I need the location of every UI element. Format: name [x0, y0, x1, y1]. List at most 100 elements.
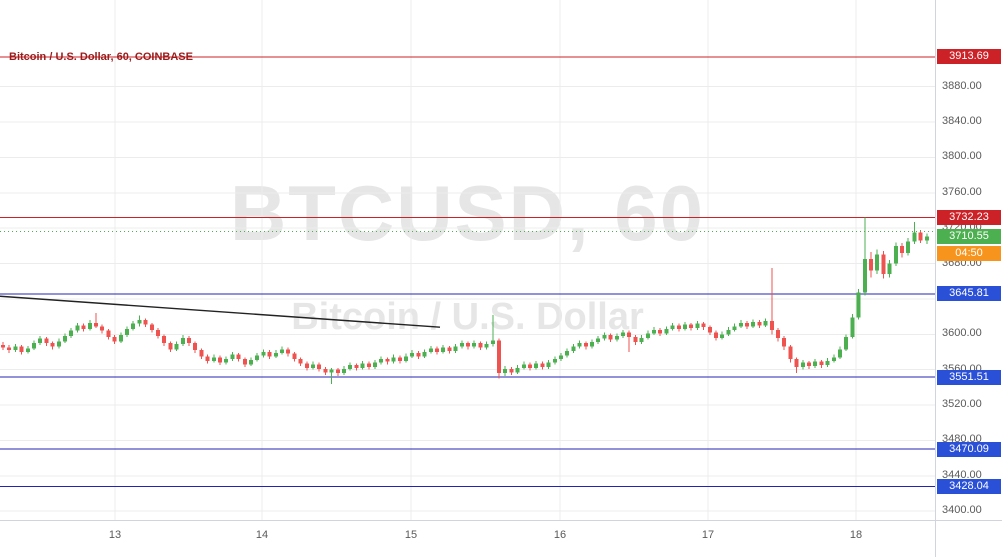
- watermark-name: Bitcoin / U.S. Dollar: [291, 296, 644, 338]
- candle-body: [385, 359, 390, 362]
- candle-body: [552, 359, 557, 363]
- candle-body: [273, 352, 278, 357]
- time-axis[interactable]: 13 14 15 16 17 18: [0, 520, 935, 557]
- candle-body: [670, 325, 675, 329]
- candle-body: [236, 354, 241, 360]
- candle-body: [56, 341, 61, 347]
- candle-body: [366, 363, 371, 368]
- price-axis-label: 3800.00: [942, 150, 982, 163]
- trendline[interactable]: [0, 295, 441, 328]
- candle-body: [906, 241, 911, 253]
- candle-body: [44, 338, 49, 344]
- symbol-legend[interactable]: Bitcoin / U.S. Dollar, 60, COINBASE: [9, 51, 193, 63]
- candle-body: [317, 364, 322, 369]
- candle-body: [50, 343, 55, 347]
- candle-body: [100, 326, 105, 331]
- candle-body: [441, 347, 446, 352]
- candle-body: [881, 254, 886, 275]
- price-level-badge[interactable]: 3645.81: [937, 286, 1001, 302]
- candle-body: [639, 337, 644, 343]
- candle-body: [862, 259, 867, 293]
- price-axis-label: 3880.00: [942, 79, 982, 92]
- candle-body: [435, 348, 439, 352]
- candle-body: [32, 343, 36, 349]
- candle-body: [379, 359, 384, 363]
- candle-body: [360, 363, 365, 368]
- price-level-badge[interactable]: 3428.04: [937, 478, 1001, 494]
- candle-body: [453, 346, 458, 352]
- price-level-badge[interactable]: 3470.09: [937, 441, 1001, 457]
- price-axis-label: 3400.00: [942, 504, 982, 517]
- price-axis-label: 3840.00: [942, 115, 982, 128]
- candle-body: [738, 322, 743, 327]
- candle-body: [540, 363, 545, 368]
- candle-body: [230, 354, 235, 360]
- candle-body: [900, 245, 904, 253]
- candle-body: [261, 351, 266, 356]
- candle-body: [571, 346, 576, 352]
- watermark: BTCUSD, 60 Bitcoin / U.S. Dollar: [230, 169, 703, 338]
- candle-body: [112, 336, 117, 342]
- candle-body: [193, 343, 198, 351]
- candle-body: [25, 348, 30, 352]
- candle-body: [528, 364, 532, 368]
- candle-body: [745, 322, 749, 327]
- price-level-badge[interactable]: 3732.23: [937, 209, 1001, 225]
- candle-body: [478, 343, 483, 348]
- price-axis[interactable]: 3880.00 3840.00 3800.00 3760.00 3720.00 3680.…: [935, 0, 1002, 520]
- candle-body: [280, 349, 284, 353]
- candle-body: [720, 334, 725, 338]
- candle-body: [614, 336, 619, 340]
- candle-body: [918, 232, 923, 241]
- candle-body: [521, 364, 526, 368]
- candle-body: [75, 325, 80, 331]
- candle-body: [676, 325, 681, 329]
- candle-body: [63, 336, 67, 342]
- candle-body: [776, 329, 780, 338]
- candle-body: [757, 321, 762, 326]
- candle-body: [38, 338, 43, 344]
- candle-body: [484, 344, 489, 348]
- axis-corner: [935, 520, 1002, 557]
- candle-body: [342, 368, 346, 374]
- candle-body: [459, 343, 464, 347]
- countdown-badge: 04:50: [937, 246, 1001, 262]
- candle-body: [850, 317, 855, 337]
- chart-plot-area[interactable]: BTCUSD, 60 Bitcoin / U.S. Dollar Bitcoin…: [0, 0, 935, 520]
- candle-body: [701, 323, 706, 328]
- price-level-badge[interactable]: 3551.51: [937, 369, 1001, 385]
- price-level-badge[interactable]: 3913.69: [937, 49, 1001, 65]
- candle-body: [583, 343, 588, 347]
- candle-body: [304, 363, 309, 368]
- candle-body: [218, 357, 222, 363]
- candle-body: [856, 292, 861, 318]
- last-price-badge: 3710.55: [937, 229, 1001, 245]
- candle-body: [199, 350, 204, 357]
- candle-body: [156, 329, 160, 337]
- candle-body: [224, 359, 229, 363]
- candle-body: [286, 349, 291, 354]
- candle-body: [509, 368, 514, 373]
- candle-body: [633, 336, 638, 343]
- candle-body: [255, 355, 260, 360]
- candle-body: [751, 321, 756, 327]
- candle-body: [707, 327, 712, 333]
- candle-body: [187, 337, 191, 344]
- candle-body: [893, 245, 898, 264]
- candle-body: [205, 356, 210, 361]
- candle-body: [794, 359, 799, 368]
- candle-body: [249, 359, 253, 365]
- candle-body: [447, 347, 452, 352]
- candle-body: [627, 332, 632, 337]
- candle-body: [497, 340, 501, 374]
- candle-body: [348, 365, 353, 369]
- candlestick-canvas[interactable]: [0, 0, 935, 520]
- candle-body: [242, 359, 247, 365]
- candle-body: [683, 324, 687, 329]
- time-axis-label: 14: [255, 529, 269, 541]
- candle-body: [602, 335, 607, 339]
- price-axis-label: 3520.00: [942, 398, 982, 411]
- candle-body: [503, 368, 508, 374]
- candle-body: [180, 337, 185, 345]
- candle-body: [844, 336, 849, 350]
